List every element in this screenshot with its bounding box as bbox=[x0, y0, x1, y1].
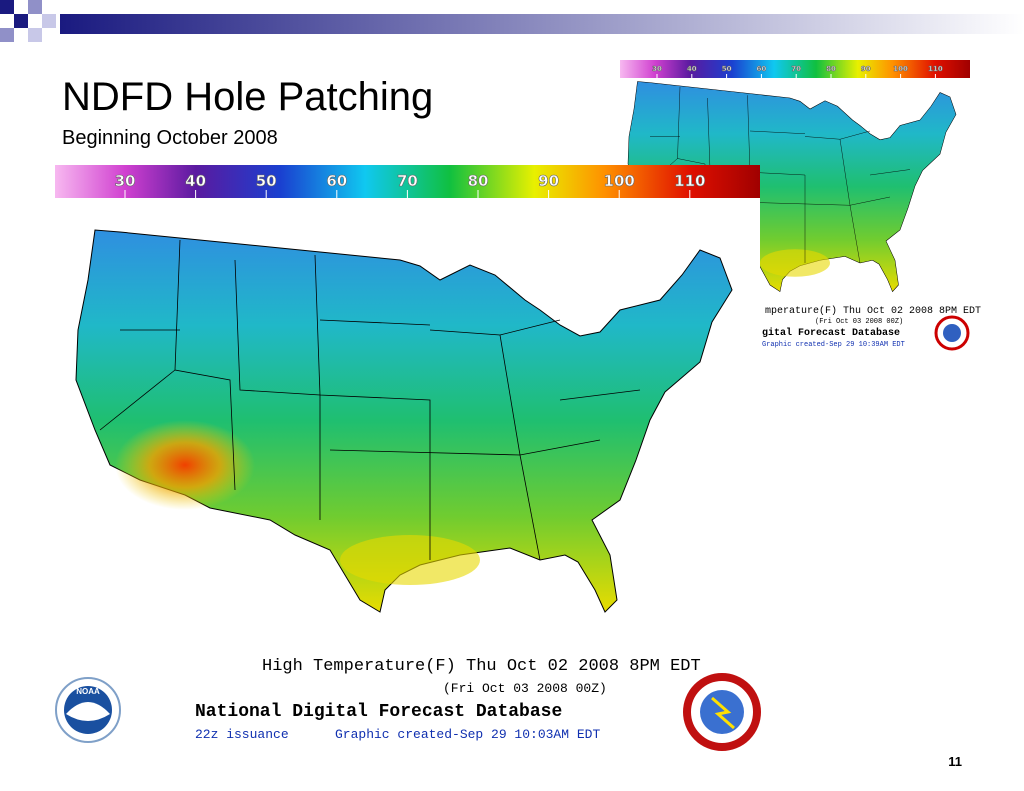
scale-label: 70 bbox=[397, 172, 418, 190]
front-map: 30 40 50 60 70 80 90 100 110 High Temperature(F)… bbox=[55, 165, 761, 751]
header-bar bbox=[60, 14, 1024, 34]
scale-label: 30 bbox=[652, 65, 662, 73]
scale-label: 100 bbox=[604, 172, 635, 190]
back-color-scale bbox=[620, 60, 970, 78]
back-caption: mperature(F) Thu Oct 02 2008 8PM EDT bbox=[765, 305, 981, 317]
scale-label: 70 bbox=[791, 65, 801, 73]
scale-label: 90 bbox=[861, 65, 871, 73]
scale-label: 50 bbox=[256, 172, 277, 190]
subtitle: Beginning October 2008 bbox=[62, 127, 278, 149]
noaa-logo: NOAA bbox=[55, 677, 121, 743]
issuance: 22z issuance bbox=[195, 727, 289, 742]
scale-label: 60 bbox=[326, 172, 347, 190]
title: NDFD Hole Patching bbox=[62, 75, 433, 119]
scale-label: 50 bbox=[722, 65, 732, 73]
created: Graphic created-Sep 29 10:03AM EDT bbox=[335, 727, 600, 742]
back-database: gital Forecast Database bbox=[762, 327, 900, 339]
corner-squares bbox=[0, 0, 56, 42]
scale-label: 100 bbox=[893, 65, 908, 73]
scale-label: 90 bbox=[538, 172, 559, 190]
scale-label: 110 bbox=[674, 172, 705, 190]
nws-logo bbox=[683, 673, 761, 751]
noaa-logo-text: NOAA bbox=[76, 687, 100, 696]
back-created: Graphic created-Sep 29 10:39AM EDT bbox=[762, 341, 905, 349]
scale-label: 80 bbox=[468, 172, 489, 190]
scale-label: 60 bbox=[757, 65, 767, 73]
page-number: 11 bbox=[948, 754, 962, 769]
scale-label: 30 bbox=[115, 172, 136, 190]
scale-label: 110 bbox=[928, 65, 943, 73]
caption-utc: (Fri Oct 03 2008 00Z) bbox=[443, 681, 607, 696]
scale-label: 80 bbox=[826, 65, 836, 73]
scale-label: 40 bbox=[687, 65, 697, 73]
database: National Digital Forecast Database bbox=[195, 702, 562, 722]
caption: High Temperature(F) Thu Oct 02 2008 8PM … bbox=[262, 657, 701, 676]
back-map: 30 40 50 60 70 80 90 100 110 mperature(F) Thu Oc… bbox=[620, 60, 981, 351]
scale-label: 40 bbox=[185, 172, 206, 190]
back-caption-utc: (Fri Oct 03 2008 00Z) bbox=[815, 318, 903, 326]
